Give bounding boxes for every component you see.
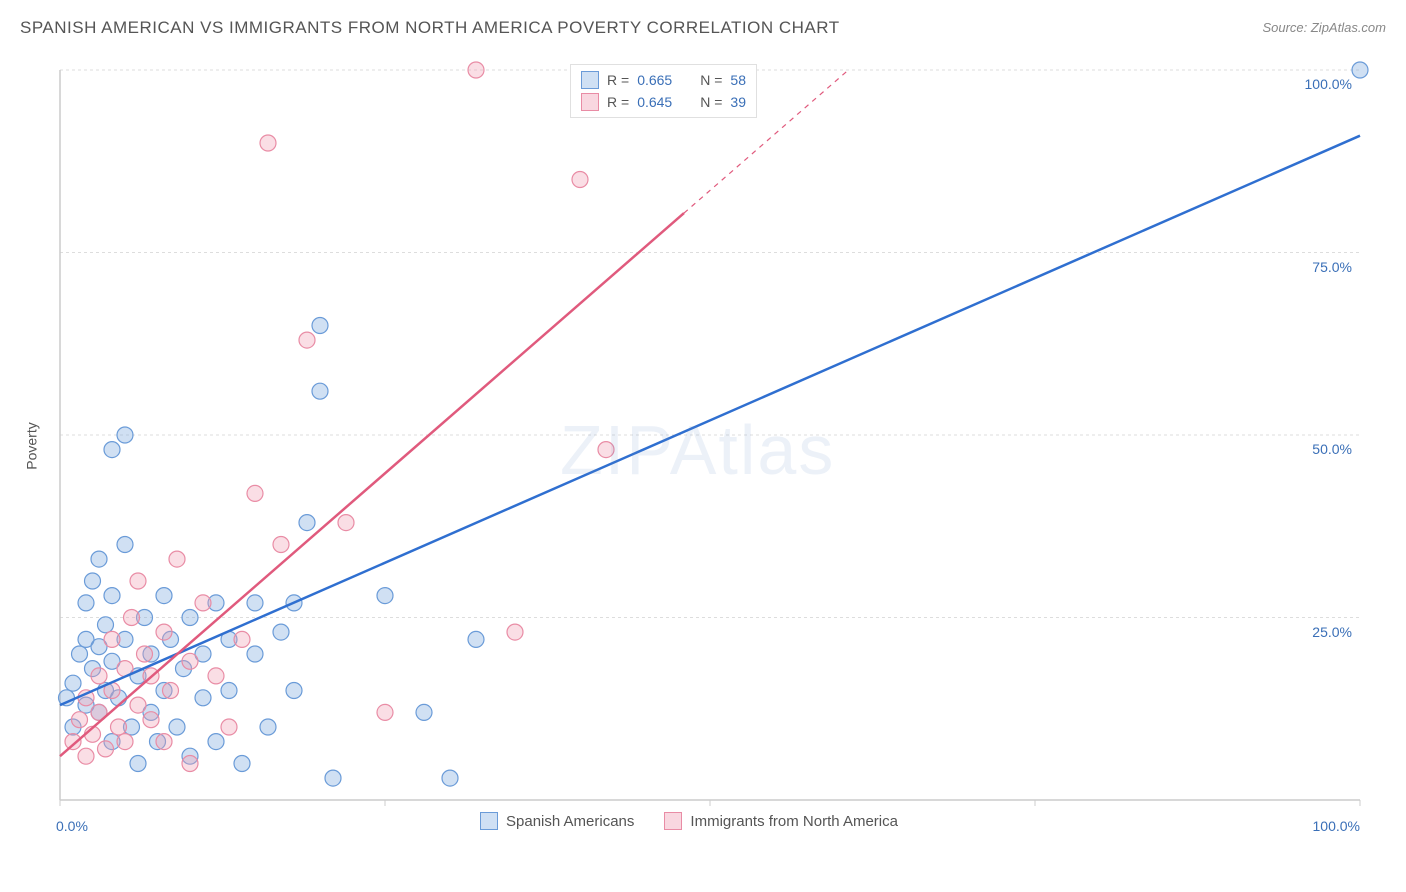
data-point — [234, 756, 250, 772]
data-point — [338, 515, 354, 531]
source-prefix: Source: — [1262, 20, 1310, 35]
legend-row: R = 0.665 N = 58 — [581, 69, 746, 91]
legend-n-label: N = — [700, 94, 722, 110]
data-point — [85, 573, 101, 589]
data-point — [468, 62, 484, 78]
legend-n-value: 39 — [730, 94, 746, 110]
y-tick-label: 100.0% — [1305, 76, 1352, 92]
legend-r-label: R = — [607, 72, 629, 88]
data-point — [72, 646, 88, 662]
data-point — [416, 704, 432, 720]
data-point — [273, 624, 289, 640]
data-point — [65, 675, 81, 691]
y-tick-label: 75.0% — [1312, 259, 1352, 275]
data-point — [195, 690, 211, 706]
legend-swatch — [581, 93, 599, 111]
data-point — [130, 573, 146, 589]
data-point — [182, 756, 198, 772]
y-tick-label: 50.0% — [1312, 441, 1352, 457]
data-point — [78, 595, 94, 611]
data-point — [299, 515, 315, 531]
legend-swatch — [581, 71, 599, 89]
data-point — [234, 631, 250, 647]
legend-r-label: R = — [607, 94, 629, 110]
legend-n-label: N = — [700, 72, 722, 88]
data-point — [156, 588, 172, 604]
source-attribution: Source: ZipAtlas.com — [1262, 20, 1386, 35]
data-point — [98, 617, 114, 633]
data-point — [78, 748, 94, 764]
chart-title: SPANISH AMERICAN VS IMMIGRANTS FROM NORT… — [20, 18, 840, 37]
x-tick-label: 0.0% — [56, 818, 88, 834]
data-point — [91, 551, 107, 567]
data-point — [169, 719, 185, 735]
data-point — [507, 624, 523, 640]
data-point — [130, 756, 146, 772]
data-point — [1352, 62, 1368, 78]
data-point — [221, 683, 237, 699]
data-point — [221, 719, 237, 735]
data-point — [572, 172, 588, 188]
data-point — [156, 734, 172, 750]
legend-r-value: 0.665 — [637, 72, 672, 88]
data-point — [312, 318, 328, 334]
data-point — [130, 697, 146, 713]
data-point — [104, 631, 120, 647]
y-axis-label: Poverty — [24, 422, 40, 469]
data-point — [286, 683, 302, 699]
y-tick-label: 25.0% — [1312, 624, 1352, 640]
data-point — [111, 719, 127, 735]
data-point — [442, 770, 458, 786]
data-point — [273, 537, 289, 553]
data-point — [247, 485, 263, 501]
data-point — [312, 383, 328, 399]
correlation-legend: R = 0.665 N = 58 R = 0.645 N = 39 — [570, 64, 757, 118]
data-point — [468, 631, 484, 647]
data-point — [598, 442, 614, 458]
data-point — [124, 610, 140, 626]
scatter-plot-svg — [50, 60, 1370, 830]
legend-swatch — [664, 812, 682, 830]
data-point — [91, 668, 107, 684]
data-point — [182, 610, 198, 626]
data-point — [260, 719, 276, 735]
data-point — [182, 653, 198, 669]
data-point — [208, 668, 224, 684]
series-legend: Spanish Americans Immigrants from North A… — [480, 812, 898, 830]
legend-r-value: 0.645 — [637, 94, 672, 110]
data-point — [208, 734, 224, 750]
data-point — [156, 624, 172, 640]
plot-area: ZIPAtlas R =0.665N =58R =0.645N =39 Span… — [50, 60, 1370, 830]
data-point — [104, 442, 120, 458]
data-point — [247, 646, 263, 662]
source-link[interactable]: ZipAtlas.com — [1311, 20, 1386, 35]
series-legend-item: Spanish Americans — [480, 812, 634, 830]
data-point — [247, 595, 263, 611]
data-point — [163, 683, 179, 699]
data-point — [72, 712, 88, 728]
data-point — [195, 595, 211, 611]
data-point — [117, 427, 133, 443]
data-point — [104, 588, 120, 604]
trend-line — [60, 136, 1360, 705]
data-point — [98, 741, 114, 757]
data-point — [325, 770, 341, 786]
trend-line — [60, 213, 684, 756]
series-label: Spanish Americans — [506, 813, 634, 830]
data-point — [137, 646, 153, 662]
data-point — [117, 537, 133, 553]
data-point — [143, 712, 159, 728]
legend-swatch — [480, 812, 498, 830]
data-point — [299, 332, 315, 348]
data-point — [377, 704, 393, 720]
x-tick-label: 100.0% — [1313, 818, 1360, 834]
legend-n-value: 58 — [730, 72, 746, 88]
data-point — [260, 135, 276, 151]
legend-row: R = 0.645 N = 39 — [581, 91, 746, 113]
series-legend-item: Immigrants from North America — [664, 812, 898, 830]
data-point — [117, 734, 133, 750]
data-point — [169, 551, 185, 567]
series-label: Immigrants from North America — [690, 813, 898, 830]
data-point — [377, 588, 393, 604]
